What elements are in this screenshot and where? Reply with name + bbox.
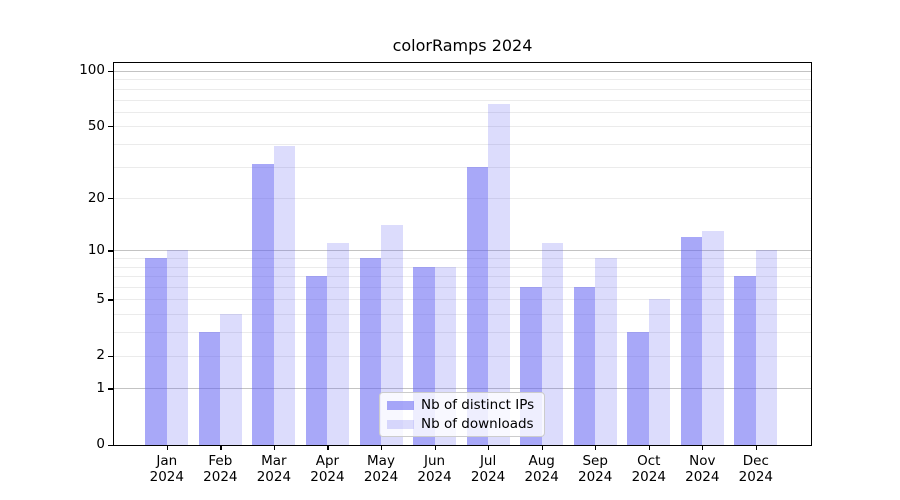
x-axis-tick-label: Jan 2024: [149, 453, 184, 485]
x-axis-tick-mark: [166, 446, 168, 450]
x-axis-tick-mark: [434, 446, 436, 450]
bar-downloads: [488, 104, 510, 446]
y-axis-tick-mark: [108, 250, 113, 252]
gridline-minor: [113, 258, 812, 260]
gridline-minor: [113, 88, 812, 90]
y-axis-tick-mark: [108, 70, 113, 73]
gridline-minor: [113, 126, 812, 128]
y-axis-tick-mark: [108, 355, 113, 357]
bar-distinct-ips: [305, 276, 328, 446]
y-axis-tick-label: 10: [87, 241, 105, 258]
x-axis-tick-mark: [541, 446, 543, 450]
gridline-major: [113, 70, 812, 72]
x-axis-tick-label: Jul 2024: [470, 453, 506, 485]
legend: Nb of distinct IPs Nb of downloads: [379, 392, 545, 437]
gridline-minor: [113, 355, 812, 357]
bar-distinct-ips: [466, 166, 489, 446]
legend-label-downloads: Nb of downloads: [421, 416, 534, 432]
y-axis-tick-mark: [108, 444, 113, 446]
x-axis-tick-mark: [648, 446, 650, 450]
x-axis-tick-label: Nov 2024: [685, 453, 720, 485]
x-axis-tick-label: Oct 2024: [631, 453, 666, 485]
bar-downloads: [648, 299, 671, 446]
plot-area: [113, 62, 812, 446]
x-axis-tick-label: May 2024: [363, 453, 399, 485]
gridline-minor: [113, 166, 812, 168]
x-axis-tick-mark: [220, 446, 222, 450]
gridline-minor: [113, 314, 812, 316]
chart-title: colorRamps 2024: [392, 36, 533, 55]
gridline-major: [113, 388, 812, 390]
bar-distinct-ips: [680, 236, 703, 446]
y-axis-tick-label: 100: [79, 62, 105, 79]
bar-distinct-ips: [734, 276, 756, 446]
gridline-minor: [113, 143, 812, 145]
bar-downloads: [541, 243, 564, 446]
gridline-minor: [113, 332, 812, 334]
gridline-minor: [113, 198, 812, 200]
y-axis-tick-mark: [108, 299, 113, 301]
bar-downloads: [166, 250, 189, 446]
y-axis-tick-label: 50: [87, 117, 105, 134]
x-axis-tick-mark: [327, 446, 329, 450]
legend-label-distinct-ips: Nb of distinct IPs: [421, 397, 535, 413]
gridline-major: [113, 250, 812, 252]
gridline-minor: [113, 266, 812, 268]
y-axis-tick-label: 2: [96, 347, 105, 364]
y-axis-tick-mark: [108, 126, 113, 128]
x-axis-tick-mark: [381, 446, 383, 450]
bar-distinct-ips: [198, 332, 221, 446]
x-axis-tick-label: Aug 2024: [524, 453, 559, 485]
y-axis-tick-label: 5: [96, 290, 105, 307]
x-axis-tick-mark: [595, 446, 597, 450]
x-axis-tick-label: Feb 2024: [203, 453, 238, 485]
gridline-minor: [113, 287, 812, 289]
gridline-minor: [113, 99, 812, 101]
gridline-minor: [113, 276, 812, 278]
bar-distinct-ips: [359, 258, 381, 446]
bar-distinct-ips: [252, 164, 274, 446]
legend-entry-distinct-ips: Nb of distinct IPs: [387, 397, 544, 413]
bar-downloads: [327, 243, 349, 446]
bar-downloads: [755, 250, 778, 446]
x-axis-tick-label: Sep 2024: [578, 453, 613, 485]
bar-downloads: [273, 145, 296, 446]
y-axis-tick-label: 20: [87, 189, 105, 206]
gridline-minor: [113, 299, 812, 301]
x-axis-tick-label: Dec 2024: [738, 453, 774, 485]
bar-distinct-ips: [573, 287, 596, 446]
bar-distinct-ips: [627, 332, 649, 446]
bar-downloads: [381, 225, 403, 446]
x-axis-tick-label: Jun 2024: [417, 453, 452, 485]
bar-downloads: [220, 314, 242, 446]
x-axis-tick-mark: [702, 446, 704, 450]
y-axis-tick-label: 0: [96, 436, 105, 452]
gridline-minor: [113, 111, 812, 113]
legend-swatch-distinct-ips: [387, 400, 414, 410]
y-axis-tick-mark: [108, 198, 113, 200]
gridline-minor: [113, 79, 812, 81]
bar-distinct-ips: [145, 258, 167, 446]
x-axis-tick-mark: [488, 446, 490, 450]
x-axis-tick-label: Apr 2024: [310, 453, 345, 485]
legend-entry-downloads: Nb of downloads: [387, 416, 544, 432]
x-axis-tick-label: Mar 2024: [256, 453, 292, 485]
y-axis-tick-mark: [108, 388, 113, 390]
legend-swatch-downloads: [387, 419, 414, 429]
bar-downloads: [702, 230, 724, 446]
bar-downloads: [595, 258, 617, 446]
x-axis-tick-mark: [755, 446, 758, 450]
x-axis-tick-mark: [273, 446, 276, 450]
y-axis-tick-label: 1: [96, 379, 105, 396]
